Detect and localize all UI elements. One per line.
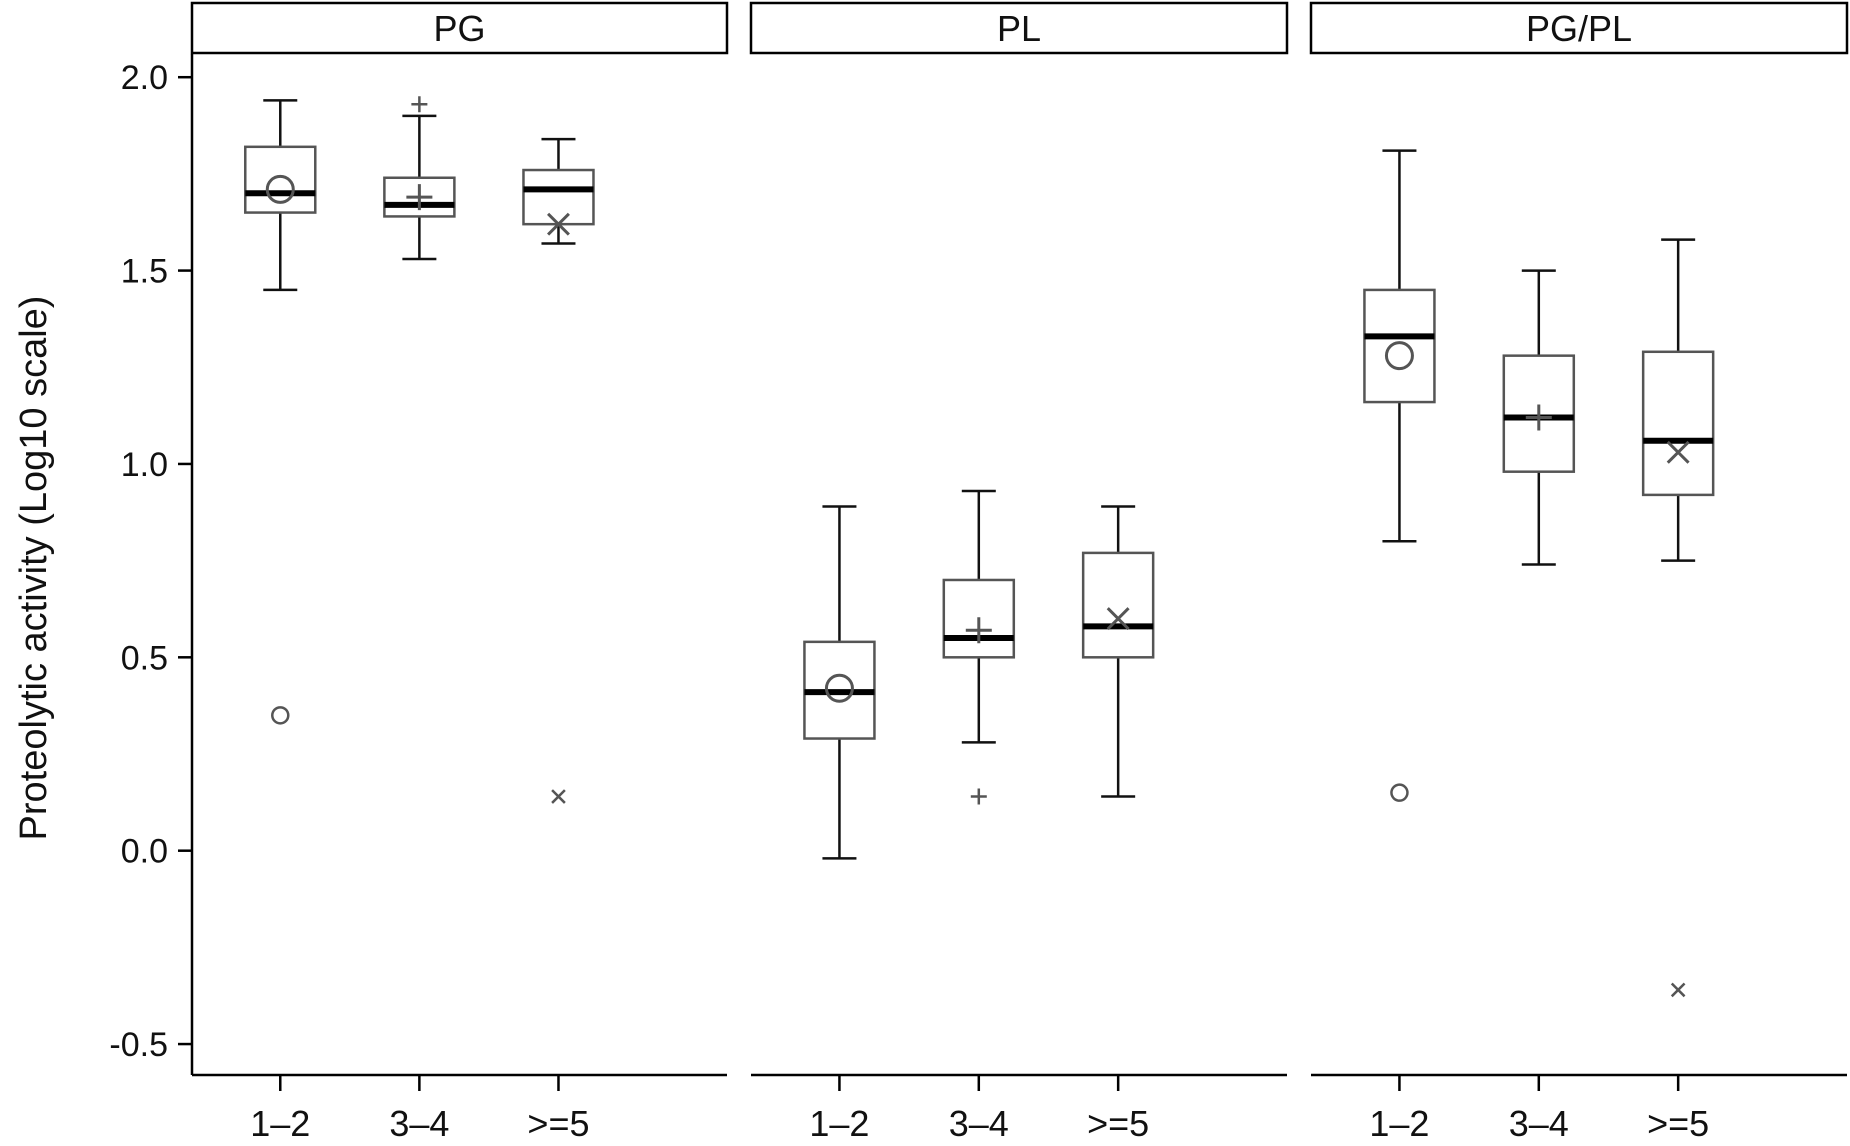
box-1: 3–4 bbox=[383, 96, 456, 1144]
outlier-point bbox=[1390, 783, 1409, 802]
outlier-point bbox=[970, 788, 987, 805]
mean-marker bbox=[1666, 440, 1690, 464]
y-tick-label: 1.5 bbox=[121, 253, 168, 291]
box-1: 3–4 bbox=[1502, 269, 1576, 1144]
panels: PG 1–2 3–4 >=5 PL 1–2 3–4 >=5 PG/PL 1–2 3–4 >=5 bbox=[190, 1, 1849, 1144]
y-tick-label: 0.5 bbox=[121, 639, 168, 677]
box-1: 3–4 bbox=[942, 489, 1016, 1144]
mean-marker bbox=[406, 184, 433, 211]
mean-marker bbox=[1525, 404, 1552, 431]
panel-pg-pl: PG/PL 1–2 3–4 >=5 bbox=[1309, 1, 1849, 1144]
y-tick-label: 0.0 bbox=[121, 833, 168, 871]
outlier-point bbox=[411, 96, 428, 113]
panel-title: PG bbox=[433, 8, 485, 49]
x-tick-label: >=5 bbox=[527, 1103, 589, 1144]
x-tick-label: 1–2 bbox=[250, 1103, 310, 1144]
panel-strip bbox=[1309, 1, 1849, 55]
mean-marker bbox=[547, 212, 570, 236]
x-tick-label: 1–2 bbox=[1369, 1103, 1429, 1144]
panel-strip bbox=[749, 1, 1289, 55]
x-tick-label: 3–4 bbox=[389, 1103, 449, 1144]
iqr-box bbox=[1081, 551, 1155, 659]
mean-marker bbox=[1106, 607, 1130, 631]
panel-pl: PL 1–2 3–4 >=5 bbox=[749, 1, 1289, 1144]
panel-title: PL bbox=[997, 8, 1041, 49]
mean-marker bbox=[824, 673, 854, 703]
box-0: 1–2 bbox=[803, 505, 876, 1144]
y-tick-label: -0.5 bbox=[109, 1026, 168, 1064]
box-2: >=5 bbox=[1081, 505, 1155, 1144]
x-tick-label: 3–4 bbox=[1509, 1103, 1569, 1144]
panel-pg: PG 1–2 3–4 >=5 bbox=[190, 1, 729, 1144]
outlier-point bbox=[271, 706, 290, 725]
mean-marker bbox=[1384, 341, 1414, 371]
outlier-point bbox=[551, 789, 566, 804]
x-tick-label: 1–2 bbox=[809, 1103, 869, 1144]
y-axis-label: Proteolytic activity (Log10 scale) bbox=[13, 296, 55, 841]
x-tick-label: >=5 bbox=[1647, 1103, 1709, 1144]
iqr-box bbox=[1363, 288, 1436, 404]
box-0: 1–2 bbox=[244, 99, 317, 1144]
y-axis: -0.5 0.0 0.5 1.0 1.5 2.0 bbox=[109, 54, 194, 1075]
iqr-box bbox=[522, 168, 595, 226]
panel-title: PG/PL bbox=[1526, 8, 1632, 49]
panel-strip bbox=[190, 1, 729, 55]
outlier-point bbox=[1670, 982, 1686, 998]
x-tick-label: >=5 bbox=[1087, 1103, 1149, 1144]
box-0: 1–2 bbox=[1363, 149, 1436, 1144]
iqr-box bbox=[1641, 350, 1715, 497]
x-tick-label: 3–4 bbox=[949, 1103, 1009, 1144]
box-2: >=5 bbox=[522, 137, 595, 1144]
y-tick-label: 2.0 bbox=[121, 59, 168, 97]
mean-marker bbox=[265, 174, 295, 204]
y-tick-label: 1.0 bbox=[121, 446, 168, 484]
iqr-box bbox=[244, 145, 317, 214]
box-2: >=5 bbox=[1641, 238, 1715, 1144]
mean-marker bbox=[965, 617, 992, 644]
